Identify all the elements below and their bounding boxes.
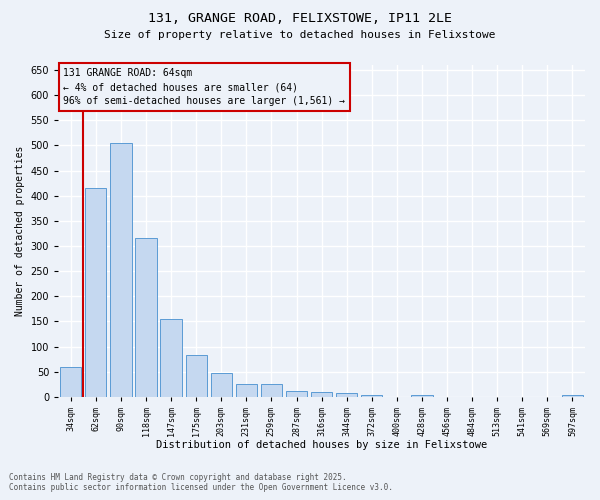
Bar xyxy=(211,373,232,397)
Bar xyxy=(562,395,583,397)
Text: 131 GRANGE ROAD: 64sqm
← 4% of detached houses are smaller (64)
96% of semi-deta: 131 GRANGE ROAD: 64sqm ← 4% of detached … xyxy=(64,68,346,106)
Bar xyxy=(286,391,307,397)
Bar xyxy=(85,188,106,397)
Text: Contains HM Land Registry data © Crown copyright and database right 2025.
Contai: Contains HM Land Registry data © Crown c… xyxy=(9,473,393,492)
Bar xyxy=(185,355,207,397)
Bar xyxy=(160,319,182,397)
Text: 131, GRANGE ROAD, FELIXSTOWE, IP11 2LE: 131, GRANGE ROAD, FELIXSTOWE, IP11 2LE xyxy=(148,12,452,26)
Bar xyxy=(311,392,332,397)
Bar xyxy=(411,395,433,397)
Bar xyxy=(236,384,257,397)
Bar xyxy=(261,384,282,397)
Bar xyxy=(361,395,382,397)
X-axis label: Distribution of detached houses by size in Felixstowe: Distribution of detached houses by size … xyxy=(156,440,487,450)
Bar xyxy=(60,366,82,397)
Bar xyxy=(136,238,157,397)
Text: Size of property relative to detached houses in Felixstowe: Size of property relative to detached ho… xyxy=(104,30,496,40)
Bar xyxy=(110,143,131,397)
Bar xyxy=(336,393,358,397)
Y-axis label: Number of detached properties: Number of detached properties xyxy=(15,146,25,316)
